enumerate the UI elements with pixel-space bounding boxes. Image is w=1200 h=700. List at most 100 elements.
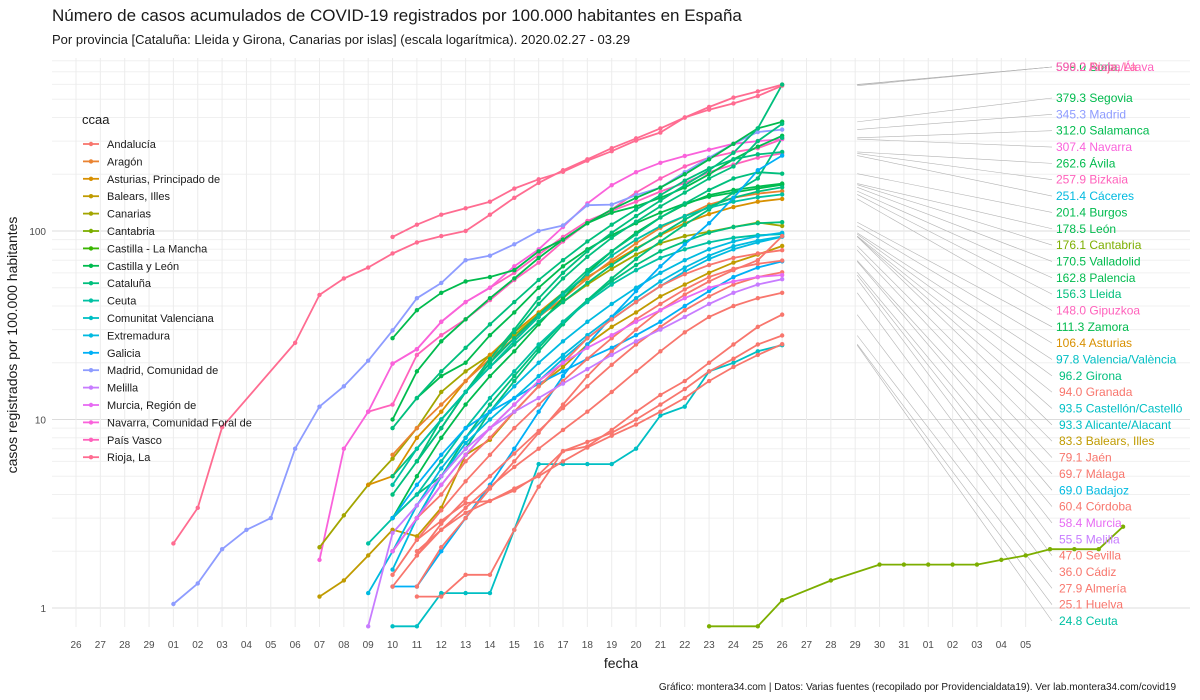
data-point xyxy=(682,172,687,177)
data-point xyxy=(439,212,444,217)
data-point xyxy=(706,247,712,252)
data-point xyxy=(487,212,493,217)
x-tick-label: 15 xyxy=(509,640,521,651)
legend-item: Galicia xyxy=(83,348,142,360)
data-point xyxy=(390,456,395,461)
legend-label: Rioja, La xyxy=(107,452,151,464)
end-label: 25.1 Huelva xyxy=(1059,598,1123,612)
legend-title: ccaa xyxy=(82,112,110,127)
data-point xyxy=(609,249,614,254)
x-tick-label: 05 xyxy=(265,640,277,651)
data-point xyxy=(560,168,566,173)
data-point xyxy=(706,172,712,177)
data-point xyxy=(609,145,614,151)
data-point xyxy=(755,152,760,157)
data-point xyxy=(682,271,687,277)
legend-label: Canarias xyxy=(107,209,152,221)
data-point xyxy=(487,409,493,414)
series-line xyxy=(172,84,783,545)
data-point xyxy=(390,234,395,240)
data-point xyxy=(366,358,371,363)
data-point xyxy=(609,207,614,212)
data-point xyxy=(317,292,322,298)
data-point xyxy=(609,389,614,395)
data-point xyxy=(487,333,493,338)
data-point xyxy=(560,237,566,242)
data-point xyxy=(536,177,541,182)
data-point xyxy=(633,199,639,204)
data-point xyxy=(536,384,541,389)
legend-item: Cantabria xyxy=(83,226,156,238)
data-point xyxy=(536,260,541,265)
legend-item: Canarias xyxy=(83,209,152,221)
end-label: 307.4 Navarra xyxy=(1056,140,1132,154)
legend-item: Melilla xyxy=(83,383,139,395)
label-connector xyxy=(857,232,1053,360)
data-point xyxy=(536,428,541,434)
data-point xyxy=(390,335,395,341)
data-point xyxy=(731,303,736,309)
data-point xyxy=(706,147,712,152)
data-point xyxy=(463,389,468,395)
data-point xyxy=(658,189,663,194)
data-point xyxy=(585,319,590,324)
data-point xyxy=(560,459,566,464)
legend: ccaa Andalucía Aragón Asturias, Principado… xyxy=(82,112,252,464)
data-point xyxy=(609,235,614,241)
label-connector xyxy=(857,97,1053,123)
label-connector xyxy=(857,194,1053,295)
data-point xyxy=(512,276,517,281)
data-point xyxy=(463,425,468,431)
data-point xyxy=(512,378,517,384)
data-point xyxy=(926,562,931,567)
data-point xyxy=(536,296,541,301)
data-point xyxy=(633,247,639,252)
end-label: 83.3 Balears, Illes xyxy=(1059,434,1154,448)
data-point xyxy=(731,199,736,204)
data-point xyxy=(487,452,493,457)
end-label: 93.5 Castellón/Castelló xyxy=(1059,402,1183,416)
label-connector xyxy=(857,236,1053,409)
data-point xyxy=(658,176,663,181)
x-tick-label: 06 xyxy=(290,640,302,651)
data-point xyxy=(682,242,687,247)
data-point xyxy=(512,384,517,389)
data-point xyxy=(633,213,639,219)
data-point xyxy=(755,129,760,135)
data-point xyxy=(536,301,541,307)
data-point xyxy=(755,349,760,354)
legend-items: Andalucía Aragón Asturias, Principado de Ba… xyxy=(83,139,252,464)
data-point xyxy=(633,252,639,257)
data-point xyxy=(414,553,420,558)
data-point xyxy=(779,185,785,190)
data-point xyxy=(658,327,663,332)
data-point xyxy=(658,204,663,209)
data-point xyxy=(1096,547,1101,552)
data-point xyxy=(682,386,687,392)
legend-swatch-point xyxy=(88,176,94,181)
legend-swatch-point xyxy=(88,228,94,234)
legend-item: Extremadura xyxy=(83,330,171,342)
data-point xyxy=(658,198,663,203)
data-point xyxy=(439,333,444,338)
data-point xyxy=(414,503,420,508)
data-point xyxy=(463,317,468,322)
end-label: 170.5 Valladolid xyxy=(1056,254,1141,268)
data-point xyxy=(633,327,639,332)
legend-swatch-point xyxy=(88,298,94,303)
data-point xyxy=(633,342,639,347)
x-tick-label: 03 xyxy=(217,640,229,651)
x-tick-label: 03 xyxy=(971,640,983,651)
data-point xyxy=(706,240,712,245)
data-point xyxy=(682,265,687,270)
data-point xyxy=(633,422,639,427)
data-point xyxy=(585,335,590,341)
data-point xyxy=(609,333,614,338)
x-tick-label: 10 xyxy=(387,640,399,651)
data-point xyxy=(317,557,322,563)
data-point xyxy=(439,373,444,379)
data-point xyxy=(585,280,590,286)
label-connector xyxy=(856,344,1053,622)
data-point xyxy=(633,204,639,209)
data-point xyxy=(366,541,371,546)
